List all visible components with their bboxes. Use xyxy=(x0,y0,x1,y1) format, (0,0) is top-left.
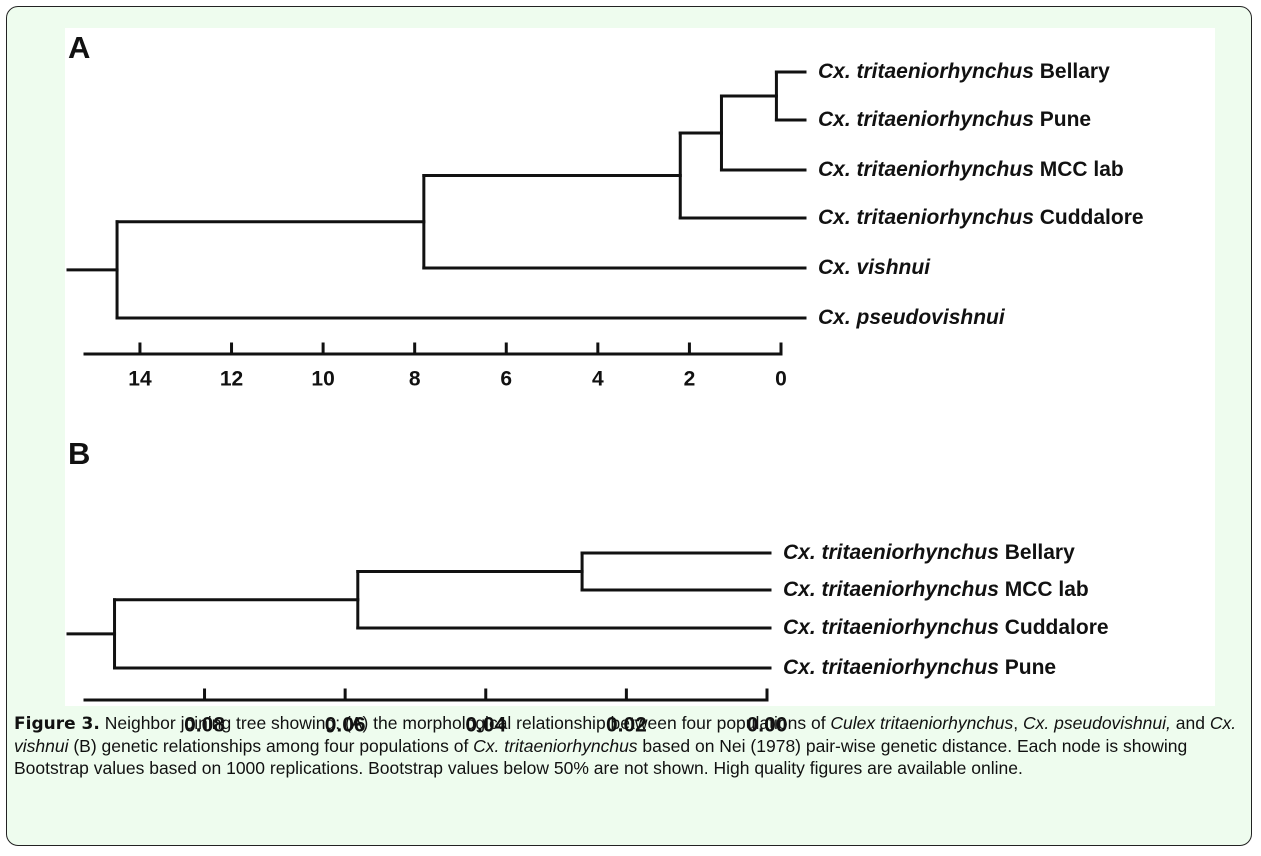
leaf-population: Bellary xyxy=(1005,541,1075,564)
caption: Figure 3. Neighbor joining tree showing:… xyxy=(14,712,1242,779)
caption-text: based on Nei (1978) pair-wise genetic di… xyxy=(14,736,1188,778)
leaf-label: Cx. tritaeniorhynchus Cuddalore xyxy=(818,206,1144,229)
caption-text: , xyxy=(1013,713,1024,733)
leaf-population: Cuddalore xyxy=(1040,206,1144,229)
leaf-population: MCC lab xyxy=(1005,578,1089,601)
caption-text: and xyxy=(1170,713,1210,733)
leaf-label: Cx. tritaeniorhynchus MCC lab xyxy=(783,578,1089,601)
leaf-label: Cx. tritaeniorhynchus Pune xyxy=(818,108,1091,131)
leaf-species: Cx. tritaeniorhynchus xyxy=(818,158,1034,181)
leaf-species: Cx. tritaeniorhynchus xyxy=(818,60,1034,83)
tick-label: 0.00 xyxy=(747,714,788,737)
tick-label: 0 xyxy=(775,368,787,391)
leaf-species: Cx. tritaeniorhynchus xyxy=(783,578,999,601)
tick-label: 6 xyxy=(500,368,512,391)
tick-label: 2 xyxy=(684,368,696,391)
leaf-species: Cx. vishnui xyxy=(818,256,931,279)
caption-text: Cx. vishnui xyxy=(14,713,1237,756)
leaf-species: Cx. tritaeniorhynchus xyxy=(783,616,999,639)
leaf-population: Bellary xyxy=(1040,60,1110,83)
tick-label: 4 xyxy=(592,368,604,391)
panel-label: B xyxy=(68,436,90,471)
leaf-label: Cx. tritaeniorhynchus MCC lab xyxy=(818,158,1124,181)
figure-background xyxy=(65,28,1215,706)
leaf-population: Pune xyxy=(1005,656,1056,679)
leaf-label: Cx. vishnui xyxy=(818,256,931,279)
leaf-population: MCC lab xyxy=(1040,158,1124,181)
leaf-label: Cx. tritaeniorhynchus Cuddalore xyxy=(783,616,1109,639)
caption-text: Culex tritaeniorhynchus xyxy=(830,713,1014,733)
tick-label: 10 xyxy=(311,368,334,391)
leaf-species: Cx. tritaeniorhynchus xyxy=(783,656,999,679)
tick-label: 12 xyxy=(220,368,243,391)
caption-text: (B) genetic relationships among four pop… xyxy=(68,736,474,756)
leaf-species: Cx. tritaeniorhynchus xyxy=(818,108,1034,131)
leaf-population: Cuddalore xyxy=(1005,616,1109,639)
leaf-label: Cx. pseudovishnui xyxy=(818,306,1006,329)
tick-label: 0.04 xyxy=(465,714,506,737)
leaf-population: Pune xyxy=(1040,108,1091,131)
leaf-species: Cx. tritaeniorhynchus xyxy=(818,206,1034,229)
tick-label: 0.06 xyxy=(325,714,366,737)
leaf-label: Cx. tritaeniorhynchus Bellary xyxy=(783,541,1075,564)
leaf-species: Cx. pseudovishnui xyxy=(818,306,1006,329)
tick-label: 14 xyxy=(128,368,152,391)
caption-text: Cx. pseudovishnui, xyxy=(1023,713,1171,733)
tick-label: 0.02 xyxy=(606,714,647,737)
panel-label: A xyxy=(68,30,90,65)
leaf-species: Cx. tritaeniorhynchus xyxy=(783,541,999,564)
caption-text: Figure 3. xyxy=(14,714,100,734)
caption-text: Cx. tritaeniorhynchus xyxy=(473,736,638,756)
tick-label: 8 xyxy=(409,368,421,391)
leaf-label: Cx. tritaeniorhynchus Bellary xyxy=(818,60,1110,83)
tick-label: 0.08 xyxy=(184,714,225,737)
caption-text: Neighbor joining tree showing: (A) the m… xyxy=(99,713,831,733)
leaf-label: Cx. tritaeniorhynchus Pune xyxy=(783,656,1056,679)
